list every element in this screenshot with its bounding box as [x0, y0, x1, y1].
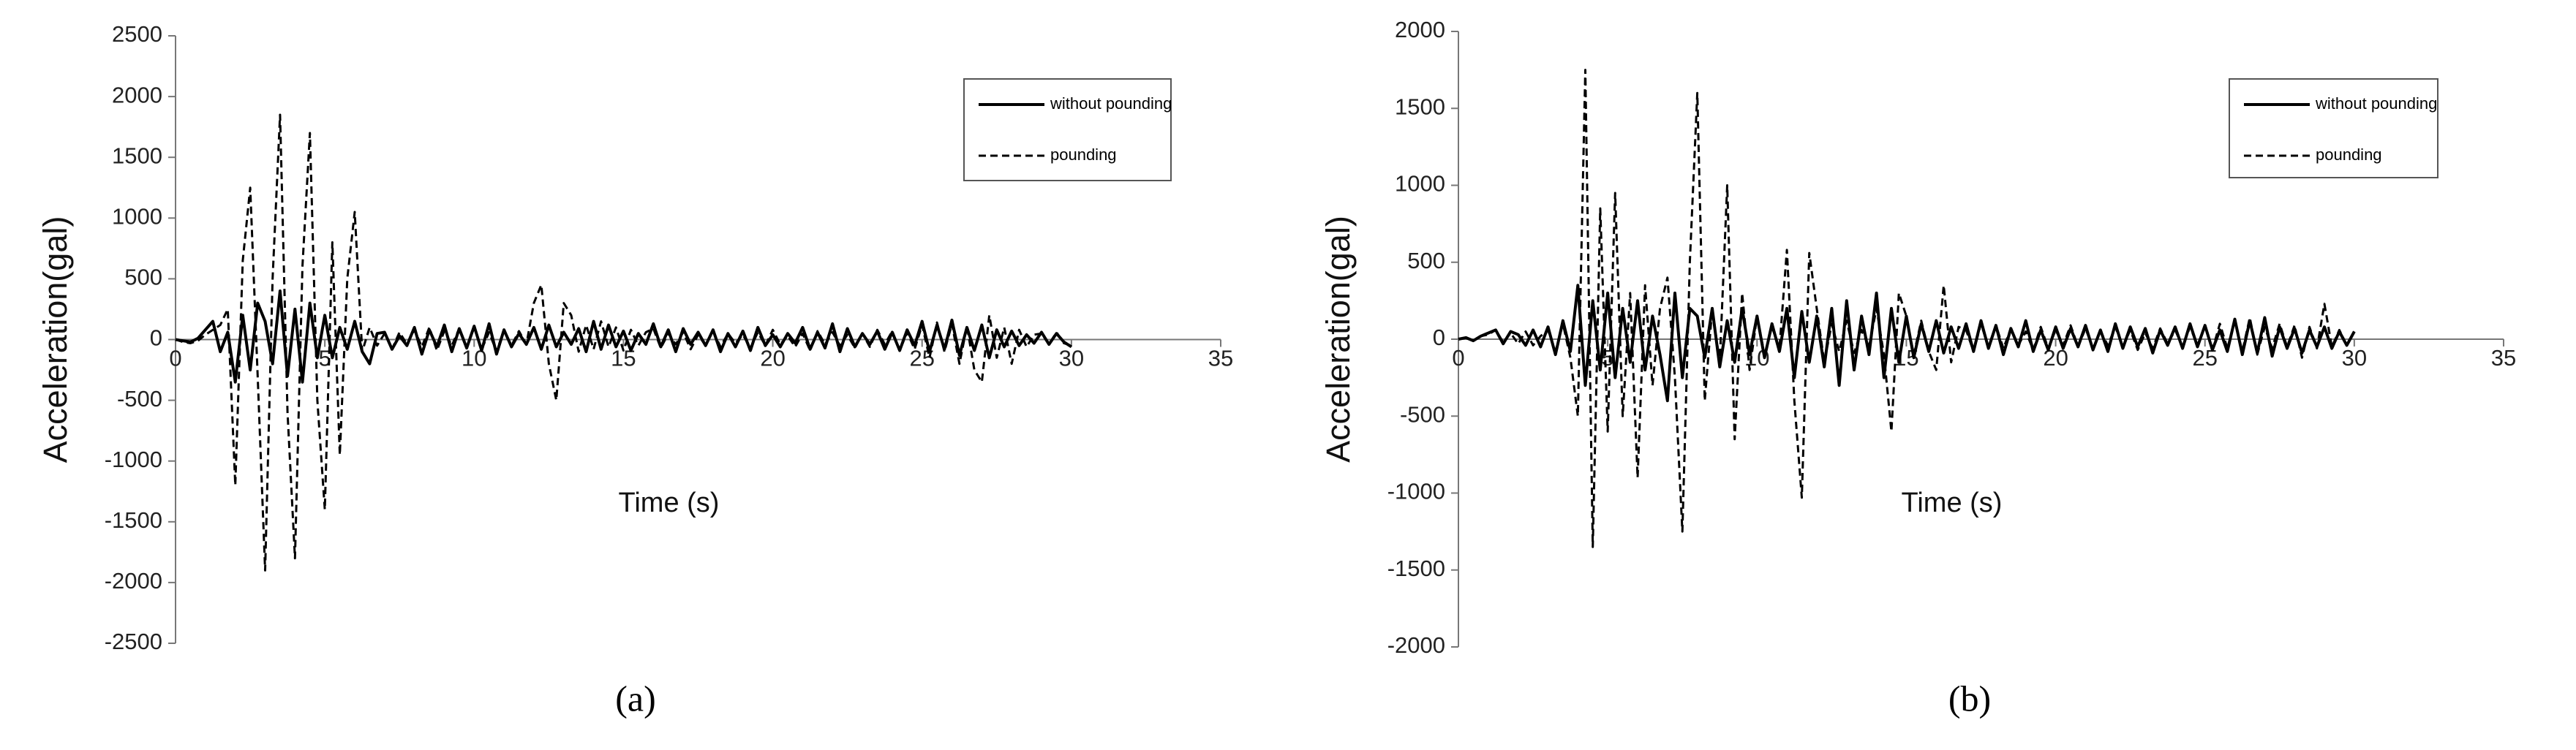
legend: without pounding pounding — [2229, 78, 2438, 178]
x-tick-label: 30 — [2342, 345, 2367, 371]
legend-label: without pounding — [2315, 94, 2437, 113]
x-axis-title: Time (s) — [1902, 488, 2003, 518]
x-tick-label: 0 — [1452, 345, 1464, 371]
y-tick-label: 0 — [1433, 325, 1445, 350]
caption: (a) — [615, 678, 656, 719]
y-tick-label: 1000 — [1395, 171, 1445, 197]
y-tick-label: 2000 — [112, 82, 162, 107]
legend-box — [2229, 78, 2438, 178]
legend-box — [963, 78, 1172, 181]
x-tick-label: 20 — [760, 346, 785, 371]
x-tick-label: 30 — [1059, 346, 1084, 371]
y-tick-label: 1500 — [1395, 94, 1445, 119]
y-tick-label: -2000 — [105, 568, 162, 594]
y-tick-label: 500 — [1407, 248, 1445, 273]
y-tick-label: -1500 — [105, 507, 162, 533]
legend-label: pounding — [1050, 145, 1117, 164]
y-tick-label: -2000 — [1387, 632, 1445, 658]
y-tick-label: -2500 — [105, 629, 162, 654]
y-axis-title: Acceleration(gal) — [1319, 216, 1357, 463]
y-tick-label: 1000 — [112, 203, 162, 229]
legend-label: pounding — [2316, 145, 2382, 164]
series-line — [1458, 284, 2356, 403]
x-axis-title: Time (s) — [619, 488, 720, 518]
series-line — [1458, 69, 2356, 548]
y-tick-label: -500 — [1400, 401, 1445, 427]
y-tick-label: -1000 — [1387, 479, 1445, 504]
y-tick-label: -1500 — [1387, 556, 1445, 581]
chart: -2500 -2000 -1500 -1000 -500 0 500 1000 1500 2000… — [37, 21, 1233, 719]
x-tick-label: 0 — [169, 346, 181, 371]
y-tick-label: -500 — [117, 386, 162, 412]
y-tick-label: -1000 — [105, 447, 162, 472]
y-tick-label: 2000 — [1395, 17, 1445, 42]
x-tick-label: 35 — [2491, 345, 2516, 371]
legend: without pounding pounding — [963, 78, 1172, 181]
legend-label: without pounding — [1050, 94, 1172, 113]
series-line — [175, 289, 1072, 384]
series-line — [175, 113, 1072, 572]
y-axis-title: Acceleration(gal) — [37, 216, 74, 463]
y-tick-label: 500 — [124, 265, 162, 290]
caption: (b) — [1948, 678, 1991, 719]
y-tick-label: 0 — [150, 325, 162, 351]
x-tick-label: 35 — [1208, 346, 1233, 371]
y-tick-label: 2500 — [112, 21, 162, 47]
y-tick-label: 1500 — [112, 143, 162, 168]
